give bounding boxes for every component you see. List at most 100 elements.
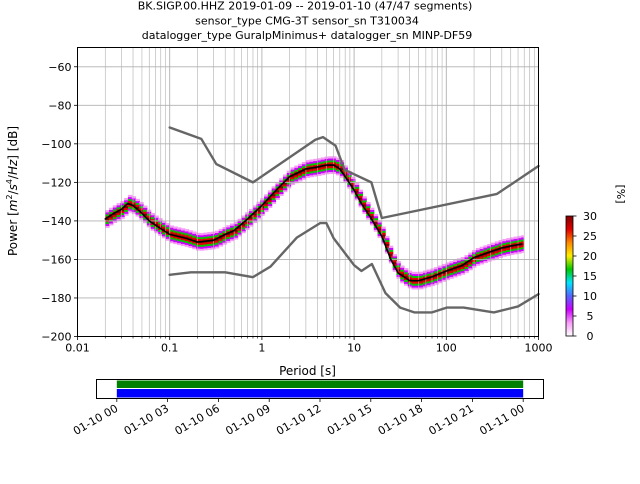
heatmap-cell <box>248 212 254 216</box>
heatmap-cell <box>279 191 284 195</box>
heatmap-cell <box>230 235 235 238</box>
heatmap-cell <box>358 199 364 202</box>
heatmap-cell <box>150 228 156 231</box>
heatmap-cell <box>468 256 473 259</box>
heatmap-cell <box>475 257 481 260</box>
heatmap-cell <box>260 198 265 201</box>
heatmap-cell <box>430 279 435 283</box>
heatmap-cell <box>313 162 318 165</box>
heatmap-cell <box>517 239 522 243</box>
heatmap-cell <box>222 242 227 245</box>
heatmap-cell <box>267 201 273 205</box>
heatmap-cell <box>362 200 367 203</box>
heatmap-cell <box>441 275 447 278</box>
heatmap-cell <box>434 274 439 278</box>
heatmap-cell <box>283 174 288 177</box>
heatmap-cell <box>449 261 454 264</box>
heatmap-cell <box>453 275 458 278</box>
heatmap-cell <box>192 231 197 234</box>
heatmap-cell <box>124 199 129 203</box>
colorbar-tick-label: 5 <box>587 310 594 323</box>
heatmap-cell <box>286 184 292 187</box>
heatmap-cell <box>143 209 148 212</box>
heatmap-cell <box>509 239 515 242</box>
heatmap-cell <box>324 158 329 161</box>
heatmap-cell <box>415 283 420 286</box>
heatmap-cell <box>494 247 500 250</box>
heatmap-cell <box>267 199 273 203</box>
heatmap-cell <box>305 160 311 163</box>
heatmap-cell <box>381 234 386 237</box>
heatmap-cell <box>464 268 469 271</box>
heatmap-cell <box>112 216 118 220</box>
heatmap-cell <box>298 173 303 176</box>
data-availability-bar <box>116 389 524 398</box>
heatmap-cell <box>422 282 428 285</box>
heatmap-cell <box>184 244 190 247</box>
heatmap-cell <box>324 162 329 165</box>
heatmap-cell <box>521 240 524 244</box>
heatmap-cell <box>109 217 114 220</box>
heatmap-cell <box>441 265 447 269</box>
heatmap-cell <box>464 264 469 268</box>
heatmap-cell <box>127 210 133 213</box>
heatmap-cell <box>513 248 519 251</box>
heatmap-cell <box>305 164 311 167</box>
heatmap-cell <box>211 241 216 244</box>
heatmap-cell <box>335 163 341 166</box>
heatmap-cell <box>271 190 277 193</box>
heatmap-cell <box>373 213 379 217</box>
coverage-axes: 01-10 00 01-10 03 01-10 06 01-10 09 01-10 12… <box>71 379 544 438</box>
heatmap-cell <box>283 189 288 193</box>
heatmap-cell <box>468 254 473 257</box>
heatmap-cell <box>184 238 190 242</box>
heatmap-cell <box>498 255 503 258</box>
heatmap-cell <box>309 163 314 166</box>
heatmap-cell <box>207 232 212 235</box>
heatmap-cell <box>267 192 273 195</box>
heatmap-cell <box>358 191 364 194</box>
heatmap-cell <box>158 218 163 221</box>
heatmap-cell <box>180 241 186 245</box>
heatmap-cell <box>377 224 382 227</box>
heatmap-cell <box>199 236 205 240</box>
heatmap-cell <box>218 238 224 241</box>
heatmap-cell <box>483 247 488 250</box>
heatmap-cell <box>169 237 174 240</box>
heatmap-cell <box>438 271 443 274</box>
heatmap-cell <box>271 193 277 197</box>
heatmap-cell <box>513 246 519 249</box>
heatmap-cell <box>335 169 341 172</box>
heatmap-cell <box>430 283 435 287</box>
heatmap-cell <box>404 268 409 271</box>
heatmap-cell <box>453 263 458 266</box>
heatmap-cell <box>475 251 481 255</box>
heatmap-cell <box>517 237 522 241</box>
heatmap-cell <box>214 242 220 245</box>
heatmap-cell <box>150 214 156 218</box>
heatmap-cell <box>411 283 416 286</box>
coverage-tick-label: 01-10 06 <box>173 402 222 438</box>
heatmap-cell <box>214 234 220 237</box>
heatmap-cell <box>264 202 269 205</box>
heatmap-cell <box>211 243 216 246</box>
heatmap-cell <box>305 165 311 169</box>
heatmap-cell <box>309 172 314 176</box>
heatmap-cell <box>283 186 288 189</box>
heatmap-cell <box>509 241 515 244</box>
heatmap-cell <box>487 257 492 260</box>
heatmap-cell <box>335 157 341 160</box>
plot-frame <box>77 47 539 337</box>
heatmap-cell <box>339 167 345 171</box>
heatmap-cell <box>320 157 326 160</box>
heatmap-cell <box>332 165 337 169</box>
heatmap-cell <box>332 169 337 173</box>
heatmap-cell <box>494 241 500 244</box>
x-tick-label: 0.01 <box>65 342 90 355</box>
coverage-tick-label: 01-10 12 <box>274 402 323 438</box>
heatmap-cell <box>105 212 110 215</box>
heatmap-cell <box>286 174 292 177</box>
heatmap-cell <box>165 226 171 230</box>
heatmap-cell <box>154 217 159 220</box>
heatmap-cell <box>252 218 258 222</box>
